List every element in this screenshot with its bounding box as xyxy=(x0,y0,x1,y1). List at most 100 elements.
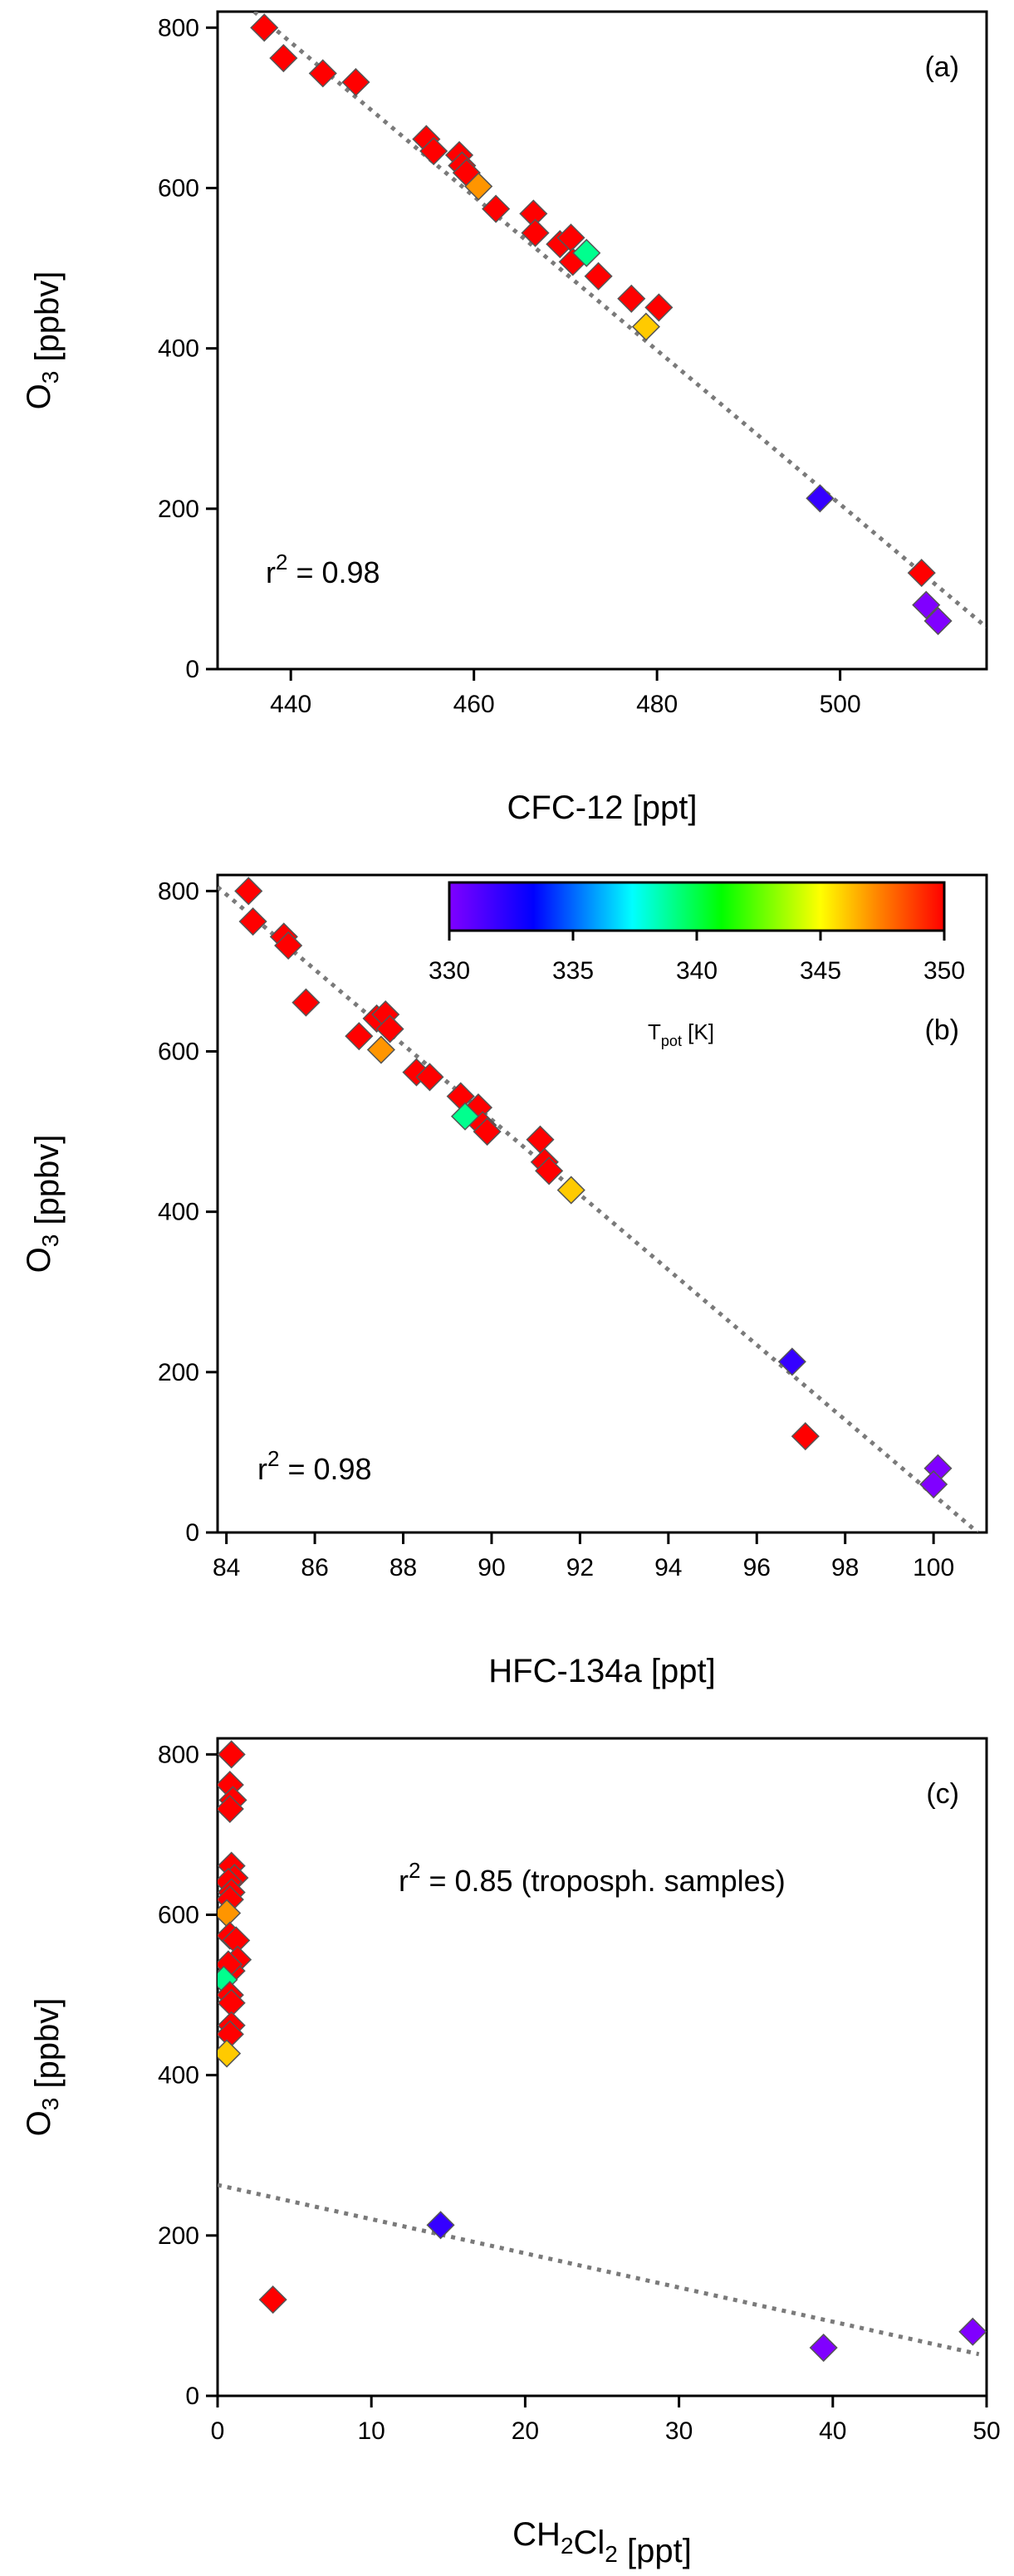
data-point xyxy=(238,907,267,936)
y-axis-label: O3 [ppbv] xyxy=(21,271,66,410)
data-point xyxy=(415,1063,444,1092)
data-point xyxy=(535,1156,564,1185)
chart-panel-3: 0 10 20 30 40 50 0 200 400 600 800 CH2Cl2 [ppt] O3 [… xyxy=(21,1737,1001,2569)
colorbar-tick-label: 335 xyxy=(552,957,594,985)
colorbar-label: Tpot [K] xyxy=(648,1019,714,1049)
data-point xyxy=(919,1469,948,1499)
data-point xyxy=(482,194,511,223)
colorbar: Tpot [K] 330 335 340 345 350 xyxy=(429,881,965,1049)
data-point xyxy=(308,59,337,88)
y-tick-label: 800 xyxy=(158,1741,199,1768)
colorbar-gradient xyxy=(448,881,946,932)
y-tick-label: 200 xyxy=(158,496,199,523)
data-point xyxy=(464,172,493,201)
data-point xyxy=(644,293,674,322)
plot-frame xyxy=(216,1737,988,2398)
fit-line xyxy=(218,885,979,1532)
y-tick-label: 600 xyxy=(158,1038,199,1065)
colorbar-tick-label: 345 xyxy=(800,957,841,985)
data-point xyxy=(375,1014,404,1044)
data-point xyxy=(450,1102,480,1131)
r-squared-annotation: r2 = 0.98 xyxy=(266,550,380,589)
x-tick-label: 460 xyxy=(453,691,495,718)
plot-frame xyxy=(216,10,988,671)
data-point xyxy=(250,13,279,42)
x-tick-label: 84 xyxy=(213,1554,240,1581)
x-tick-label: 50 xyxy=(972,2417,1000,2445)
data-point xyxy=(777,1347,806,1376)
data-point xyxy=(218,1794,244,1824)
panel-label: (a) xyxy=(924,51,959,83)
data-point xyxy=(923,606,953,636)
y-tick-label: 800 xyxy=(158,877,199,905)
x-tick-label: 500 xyxy=(820,691,861,718)
colorbar-tick-label: 340 xyxy=(676,957,718,985)
fit-line xyxy=(252,12,987,629)
x-tick-label: 92 xyxy=(566,1554,594,1581)
y-tick-label: 400 xyxy=(158,1199,199,1226)
data-point xyxy=(958,2317,987,2346)
data-point xyxy=(269,43,298,73)
y-tick-label: 600 xyxy=(158,1901,199,1928)
plot-frame xyxy=(216,873,988,1534)
colorbar-tick-label: 350 xyxy=(923,957,965,985)
y-axis-label: O3 [ppbv] xyxy=(21,1135,66,1273)
panel-label: (b) xyxy=(924,1014,959,1046)
data-point xyxy=(291,988,321,1017)
data-point xyxy=(556,1176,585,1205)
data-layer xyxy=(218,877,979,1532)
data-point xyxy=(218,2039,242,2068)
x-axis-label: HFC-134a [ppt] xyxy=(488,1653,715,1689)
x-axis-label: CH2Cl2 [ppt] xyxy=(512,2516,692,2569)
x-axis-label: CFC-12 [ppt] xyxy=(507,789,698,826)
y-tick-label: 200 xyxy=(158,1359,199,1386)
data-layer xyxy=(250,12,987,636)
x-tick-label: 480 xyxy=(636,691,678,718)
y-tick-label: 0 xyxy=(185,656,199,683)
data-point xyxy=(809,2333,838,2363)
y-tick-label: 800 xyxy=(158,14,199,42)
fit-line xyxy=(218,2183,980,2357)
data-point xyxy=(258,2285,287,2314)
x-tick-label: 20 xyxy=(512,2417,539,2445)
data-point xyxy=(341,67,370,97)
y-axis-label: O3 [ppbv] xyxy=(21,1998,66,2137)
x-tick-label: 94 xyxy=(654,1554,682,1581)
x-tick-label: 10 xyxy=(358,2417,385,2445)
data-point xyxy=(617,284,646,313)
data-point xyxy=(218,1740,246,1769)
x-tick-label: 86 xyxy=(301,1554,328,1581)
x-tick-label: 440 xyxy=(270,691,311,718)
y-tick-label: 0 xyxy=(185,2383,199,2410)
chart-panel-1: 440 460 480 500 0 200 400 600 800 CFC-12 [ppt] O3 … xyxy=(21,10,988,826)
data-point xyxy=(584,262,613,291)
data-point xyxy=(631,312,660,341)
data-point xyxy=(473,1117,502,1146)
y-tick-label: 400 xyxy=(158,2062,199,2090)
x-tick-label: 88 xyxy=(389,1554,417,1581)
r-squared-annotation: r2 = 0.85 (troposph. samples) xyxy=(399,1858,786,1898)
r-squared-annotation: r2 = 0.98 xyxy=(257,1446,372,1486)
y-tick-label: 600 xyxy=(158,174,199,202)
data-point xyxy=(366,1035,395,1064)
data-layer xyxy=(218,1740,987,2363)
data-point xyxy=(426,2211,455,2240)
data-point xyxy=(791,1422,820,1451)
x-tick-label: 0 xyxy=(211,2417,225,2445)
colorbar-tick-label: 330 xyxy=(429,957,470,985)
data-point xyxy=(907,559,936,588)
data-point xyxy=(806,484,835,513)
data-point xyxy=(572,238,601,267)
data-point xyxy=(419,136,448,166)
y-tick-label: 400 xyxy=(158,335,199,363)
data-point xyxy=(912,590,941,619)
panel-label: (c) xyxy=(926,1778,959,1810)
x-tick-label: 96 xyxy=(743,1554,771,1581)
x-tick-label: 98 xyxy=(831,1554,859,1581)
data-point xyxy=(234,877,263,906)
data-point xyxy=(274,931,303,961)
y-tick-label: 0 xyxy=(185,1519,199,1547)
y-tick-label: 200 xyxy=(158,2222,199,2250)
